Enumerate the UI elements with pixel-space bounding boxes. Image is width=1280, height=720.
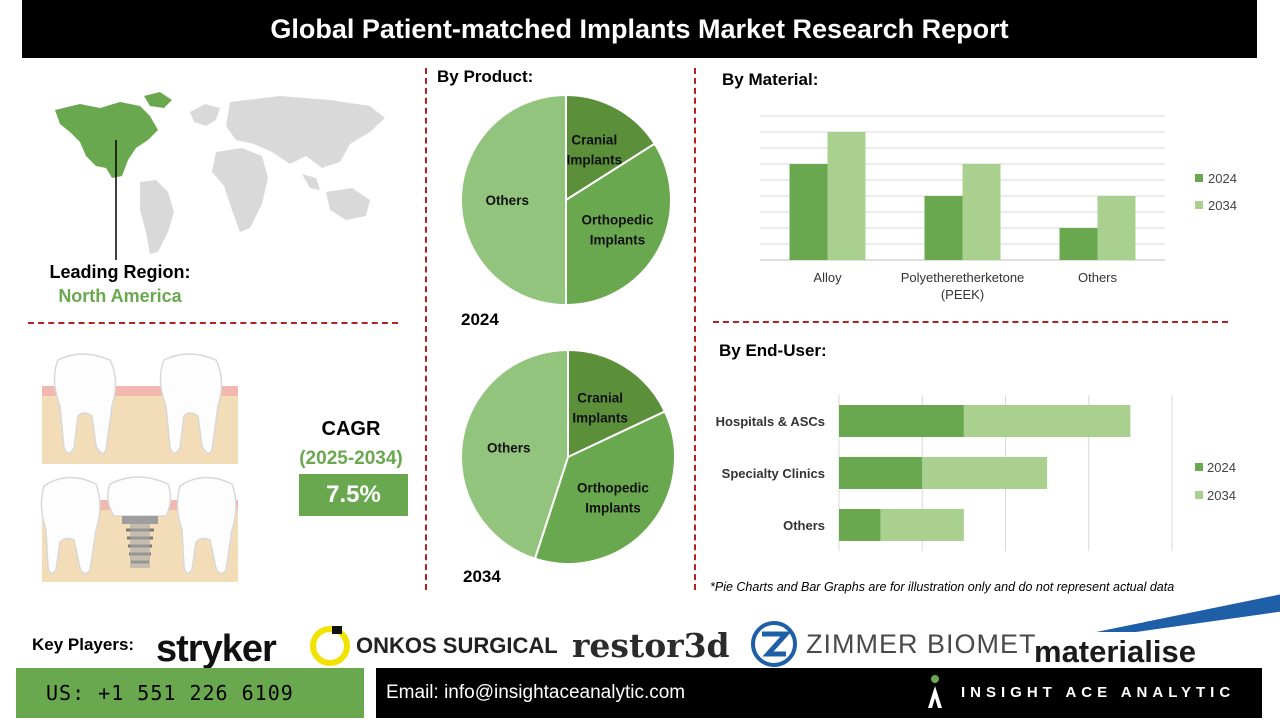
materialise-swoosh-icon xyxy=(1096,594,1280,632)
cagr-period: (2025-2034) xyxy=(299,448,403,469)
onkos-surgical-logo: ONKOS SURGICAL xyxy=(308,624,558,668)
legend-swatch-2034 xyxy=(1195,491,1203,499)
cagr-label: CAGR xyxy=(321,418,381,440)
legend-swatch-2024 xyxy=(1195,463,1203,471)
bar-2034-hospitals xyxy=(963,405,1131,437)
bar-2034-specialty xyxy=(922,457,1048,489)
pie-label-orthopedic-implants: Orthopedic Implants xyxy=(582,212,654,247)
email-contact[interactable]: Email: info@insightaceanalytic.com xyxy=(386,682,686,703)
legend-label-2024: 2024 xyxy=(1207,460,1236,475)
pie-label-others: Others xyxy=(485,193,529,208)
bar-2024-others xyxy=(1059,228,1098,260)
phone-contact: US: +1 551 226 6109 xyxy=(16,668,364,718)
pie-label-cranial-implants: Cranial Implants xyxy=(567,132,623,167)
y-tick-hospitals: Hospitals & ASCs xyxy=(716,414,825,429)
divider-region xyxy=(28,322,398,324)
stryker-logo: stryker xyxy=(156,628,277,670)
divider-material xyxy=(713,321,1228,323)
pie-2024-year-label: 2024 xyxy=(461,310,499,329)
leading-region-label: Leading Region: xyxy=(49,262,191,282)
material-bar-chart: Alloy Polyetheretherketone (PEEK) Others 202… xyxy=(760,115,1237,302)
page-title: Global Patient-matched Implants Market R… xyxy=(22,0,1257,58)
restor3d-logo: restor3d xyxy=(572,626,730,665)
north-america-highlight xyxy=(55,102,158,178)
material-section-title: By Material: xyxy=(722,70,819,89)
x-tick-others: Others xyxy=(1078,270,1118,285)
legend-swatch-2034 xyxy=(1195,201,1203,209)
bar-2024-specialty xyxy=(839,457,923,489)
dental-implant-image xyxy=(40,353,238,582)
enduser-bar-chart: Hospitals & ASCs Specialty Clinics Others 2… xyxy=(716,395,1236,551)
leading-region-value: North America xyxy=(58,286,182,306)
legend-label-2034: 2034 xyxy=(1208,198,1237,213)
zimmer-biomet-logo: ZIMMER BIOMET xyxy=(750,620,1037,668)
pie-chart-2034: Cranial Implants Orthopedic Implants Others xyxy=(460,348,676,565)
bar-2034-polyetheretherketone xyxy=(962,164,1001,260)
enduser-section-title: By End-User: xyxy=(719,341,827,360)
pie-chart-2024: Cranial Implants Orthopedic Implants Others xyxy=(460,93,672,307)
divider-right xyxy=(694,68,696,590)
zimmer-z-icon xyxy=(751,621,797,667)
insight-ace-logo-icon xyxy=(928,675,942,708)
pie-slice-cranial-implants xyxy=(565,93,657,202)
pie-slice-others xyxy=(460,348,569,561)
pie-label-cranial-implants: Cranial Implants xyxy=(572,390,628,425)
cagr-value: 7.5% xyxy=(299,474,408,516)
product-section-title: By Product: xyxy=(437,67,534,86)
bar-2034-others xyxy=(1097,196,1136,260)
email-bar: Email: info@insightaceanalytic.com INSIG… xyxy=(376,668,1262,718)
divider-left xyxy=(425,68,427,590)
pie-slice-orthopedic-implants xyxy=(533,410,676,565)
bar-2024-polyetheretherketone xyxy=(924,196,963,260)
bar-2034-alloy xyxy=(827,132,866,260)
bar-2024-hospitals xyxy=(839,405,964,437)
bar-2034-others xyxy=(880,509,964,541)
x-tick-polyetheretherketone: Polyetheretherketone (PEEK) xyxy=(901,270,1025,302)
y-tick-others: Others xyxy=(783,518,825,533)
pie-label-others: Others xyxy=(487,441,531,456)
pie-label-orthopedic-implants: Orthopedic Implants xyxy=(577,481,649,516)
legend-label-2024: 2024 xyxy=(1208,171,1237,186)
brand-name: INSIGHT ACE ANALYTIC xyxy=(961,684,1236,701)
bar-2024-others xyxy=(839,509,881,541)
key-players-label: Key Players: xyxy=(32,635,135,654)
legend-swatch-2024 xyxy=(1195,174,1203,182)
legend-label-2034: 2034 xyxy=(1207,488,1236,503)
pie-slice-cranial-implants xyxy=(567,348,667,459)
onkos-ring-icon xyxy=(310,626,350,666)
x-tick-alloy: Alloy xyxy=(813,270,842,285)
bar-2024-alloy xyxy=(789,164,828,260)
world-map-image xyxy=(55,92,385,260)
pie-2034-year-label: 2034 xyxy=(463,567,501,586)
y-tick-specialty: Specialty Clinics xyxy=(722,466,825,481)
pie-slice-others xyxy=(460,93,567,307)
pie-slice-orthopedic-implants xyxy=(565,142,672,307)
chart-disclaimer: *Pie Charts and Bar Graphs are for illus… xyxy=(710,580,1175,594)
